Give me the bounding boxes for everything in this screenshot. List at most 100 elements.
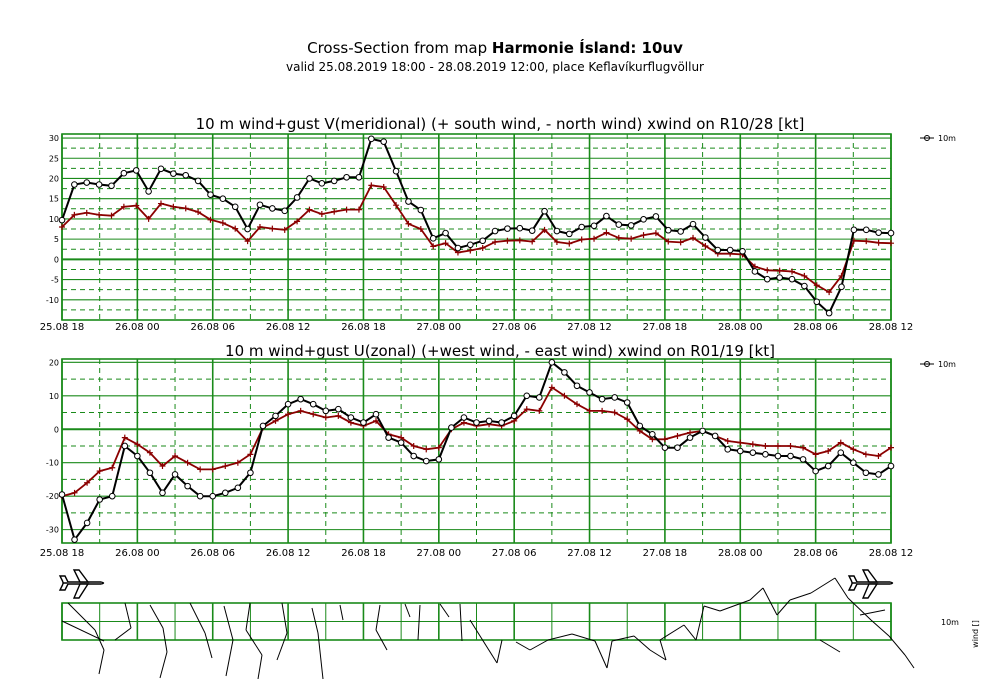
x-tick-label: 27.08 00 <box>417 322 462 333</box>
wind-point <box>58 216 66 224</box>
wind-barb-stroke <box>547 633 573 641</box>
wind-point <box>523 392 531 400</box>
gust-point <box>573 401 580 408</box>
legend-marker <box>924 135 930 141</box>
gust-point <box>652 230 659 237</box>
gust-point <box>611 409 618 416</box>
gust-point <box>96 211 103 218</box>
gust-point <box>591 235 598 242</box>
gust-point <box>566 240 573 247</box>
wind-point <box>850 459 857 467</box>
x-tick-label: 26.08 06 <box>190 548 235 559</box>
wind-barb-stroke <box>571 633 596 642</box>
y-tick-label: 0 <box>54 255 59 264</box>
x-tick-label: 28.08 12 <box>869 548 914 559</box>
meridional-grid <box>61 133 892 321</box>
wind-point <box>611 394 618 401</box>
wind-barb-stroke <box>162 627 168 653</box>
wind-barb-stroke <box>281 602 288 634</box>
wind-point <box>157 165 165 173</box>
figure-title-model: Harmonie Ísland: 10uv <box>491 39 683 57</box>
wind-point <box>410 452 417 460</box>
gust-point <box>561 392 568 399</box>
x-tick-label: 27.08 18 <box>643 322 688 333</box>
wind-barb-stroke <box>659 624 685 641</box>
gust-point <box>335 412 342 419</box>
gust-point <box>410 442 417 449</box>
wind-point <box>887 229 895 237</box>
gust-point <box>197 466 204 473</box>
gust-series-line <box>61 184 892 294</box>
wind-point <box>763 275 771 283</box>
x-tick-label: 28.08 06 <box>793 322 838 333</box>
gust-point <box>529 238 536 245</box>
wind-point <box>244 225 251 233</box>
wind-point <box>485 417 493 425</box>
x-tick-label: 27.08 12 <box>567 548 612 559</box>
wind-point <box>510 412 518 420</box>
wind-point <box>711 432 719 440</box>
y-tick-label: 10 <box>49 215 59 224</box>
figure-title-prefix: Cross-Section from map <box>307 39 492 57</box>
x-tick-label: 25.08 18 <box>40 322 85 333</box>
wind-barb-stroke <box>904 654 915 669</box>
gust-point <box>84 479 91 486</box>
wind-point <box>739 247 746 255</box>
wind-point <box>422 457 430 465</box>
meridional-panel-title: 10 m wind+gust V(meridional) (+ south wi… <box>196 115 805 133</box>
wind-point <box>306 175 313 182</box>
gust-point <box>504 237 511 244</box>
wind-barb-stroke <box>859 609 886 616</box>
wind-point <box>824 462 832 470</box>
y-tick-label: 30 <box>49 134 59 143</box>
wind-point <box>435 456 443 463</box>
figure-header: Cross-Section from map Harmonie Ísland: … <box>0 38 990 75</box>
gust-point <box>405 220 412 227</box>
wind-point <box>875 471 882 478</box>
wind-barb-stroke <box>776 599 791 616</box>
gust-point <box>310 411 317 418</box>
gust-point <box>134 441 141 448</box>
gust-point <box>145 215 152 222</box>
wind-point <box>221 489 229 497</box>
wind-point <box>417 206 425 214</box>
wind-point <box>368 135 375 143</box>
wind-point <box>590 222 598 230</box>
wind-barb-stroke <box>124 602 132 629</box>
wind-point <box>862 469 870 477</box>
wind-point <box>799 456 807 463</box>
y-tick-label: -10 <box>46 296 59 305</box>
wind-point <box>58 491 66 498</box>
gust-point <box>71 489 78 496</box>
x-tick-label: 27.08 06 <box>492 322 537 333</box>
wind-point <box>171 471 179 478</box>
wind-barb-stroke <box>459 603 463 642</box>
wind-point <box>95 181 103 188</box>
wind-point <box>145 188 152 195</box>
wind-point <box>862 226 870 234</box>
wind-barb-stroke <box>703 605 721 612</box>
wind-barb-stroke <box>375 604 381 631</box>
gust-point <box>801 272 808 279</box>
zonal-legend-label: 10m <box>938 360 956 369</box>
y-tick-label: -30 <box>46 526 59 535</box>
zonal-grid <box>61 358 892 544</box>
wind-point <box>640 216 647 223</box>
wind-barb-stroke <box>149 604 164 629</box>
wind-barb-stroke <box>606 640 613 669</box>
meridional-series <box>58 135 895 317</box>
x-tick-label: 26.08 18 <box>341 322 386 333</box>
gust-point <box>702 243 709 250</box>
gust-point <box>172 453 179 460</box>
wind-point <box>787 452 794 460</box>
wind-barb-stroke <box>834 577 849 599</box>
gust-point <box>195 209 202 216</box>
wind-barb-stroke <box>439 603 450 618</box>
gust-point <box>863 238 870 245</box>
wind-point <box>184 482 191 490</box>
wind-barb-stroke <box>404 603 411 618</box>
wind-point <box>281 207 289 215</box>
gust-point <box>875 239 882 246</box>
barbs-level-label: 10m <box>941 618 959 627</box>
legend-marker <box>924 361 930 367</box>
